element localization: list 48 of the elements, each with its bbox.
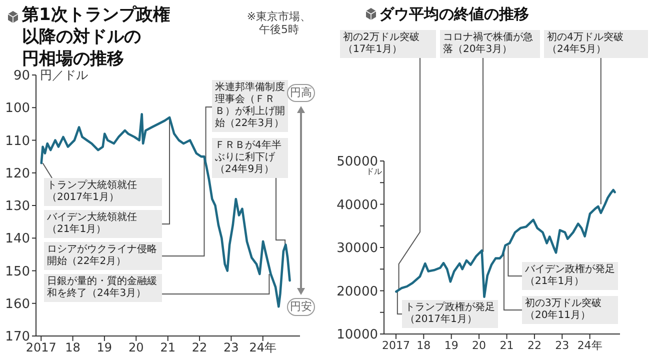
x-tick-label: 18: [416, 338, 431, 352]
y-tick-label: 40000: [336, 198, 378, 213]
y-tick-label: 20000: [336, 284, 378, 300]
y-tick-label: 90: [13, 68, 30, 84]
annotation: バイデン政権が発足（21年1月）: [522, 262, 618, 290]
x-tick-label: 19: [96, 340, 112, 355]
y-axis-title: 円／ドル: [40, 67, 88, 84]
x-tick-label: 22: [192, 340, 208, 355]
annotation: コロナ禍で株価が急落（20年3月）: [440, 30, 540, 58]
annotation: ロシアがウクライナ侵略開始（22年2月）: [44, 242, 162, 270]
y-tick-label: 150: [5, 264, 30, 280]
annotation: バイデン大統領就任（21年1月）: [44, 210, 162, 238]
annotation: 日銀が量的・質的金融緩和を終了（24年3月）: [44, 274, 162, 302]
chart-title: ダウ平均の終値の推移: [379, 5, 529, 24]
x-tick-label: 18: [65, 340, 80, 355]
x-tick-label: 21: [500, 338, 514, 352]
y-tick-label: 110: [5, 134, 30, 149]
y-tick-label: 130: [5, 199, 30, 214]
annotation: 円高: [287, 84, 315, 102]
text: ※東京市場、午後5時: [246, 10, 312, 36]
annotation: 米連邦準備制度理事会（ＦＲＢ）が利上げ開始（22年3月）: [212, 80, 288, 132]
chart-title: 第1次トランプ政権以降の対ドルの円相場の推移: [22, 4, 170, 70]
y-axis-title: ドル: [366, 166, 382, 177]
x-tick-label: 23: [224, 340, 239, 355]
x-tick-label: 21: [160, 340, 176, 355]
annotation: 円安: [287, 298, 315, 316]
y-tick-label: 140: [5, 232, 30, 247]
annotation: 初の2万ドル突破（17年1月）: [340, 30, 436, 58]
x-tick-label: 2017: [26, 340, 56, 355]
x-tick-label: 2017: [382, 338, 410, 352]
x-tick-label: 24年: [249, 340, 277, 355]
annotation: 初の4万ドル突破（24年5月）: [544, 30, 648, 58]
y-tick-label: 10000: [336, 328, 378, 343]
annotation: トランプ政権が発足（2017年1月）: [402, 300, 498, 328]
x-tick-label: 22: [527, 338, 542, 352]
line-series: [395, 188, 616, 298]
x-tick-label: 20: [128, 340, 144, 355]
x-tick-label: 24年: [577, 338, 602, 352]
y-tick-label: 100: [5, 101, 30, 116]
y-tick-label: 30000: [336, 241, 378, 256]
annotation: トランプ大統領就任（2017年1月）: [44, 178, 162, 206]
y-tick-label: 120: [5, 166, 30, 182]
x-tick-label: 23: [555, 338, 570, 352]
annotation: ＦＲＢが4年半ぶりに利下げ（24年9月）: [212, 138, 288, 178]
x-tick-label: 20: [472, 338, 486, 352]
y-tick-label: 160: [5, 296, 30, 312]
annotation: 初の3万ドル突破（20年11月）: [522, 296, 618, 324]
x-tick-label: 19: [444, 338, 458, 352]
